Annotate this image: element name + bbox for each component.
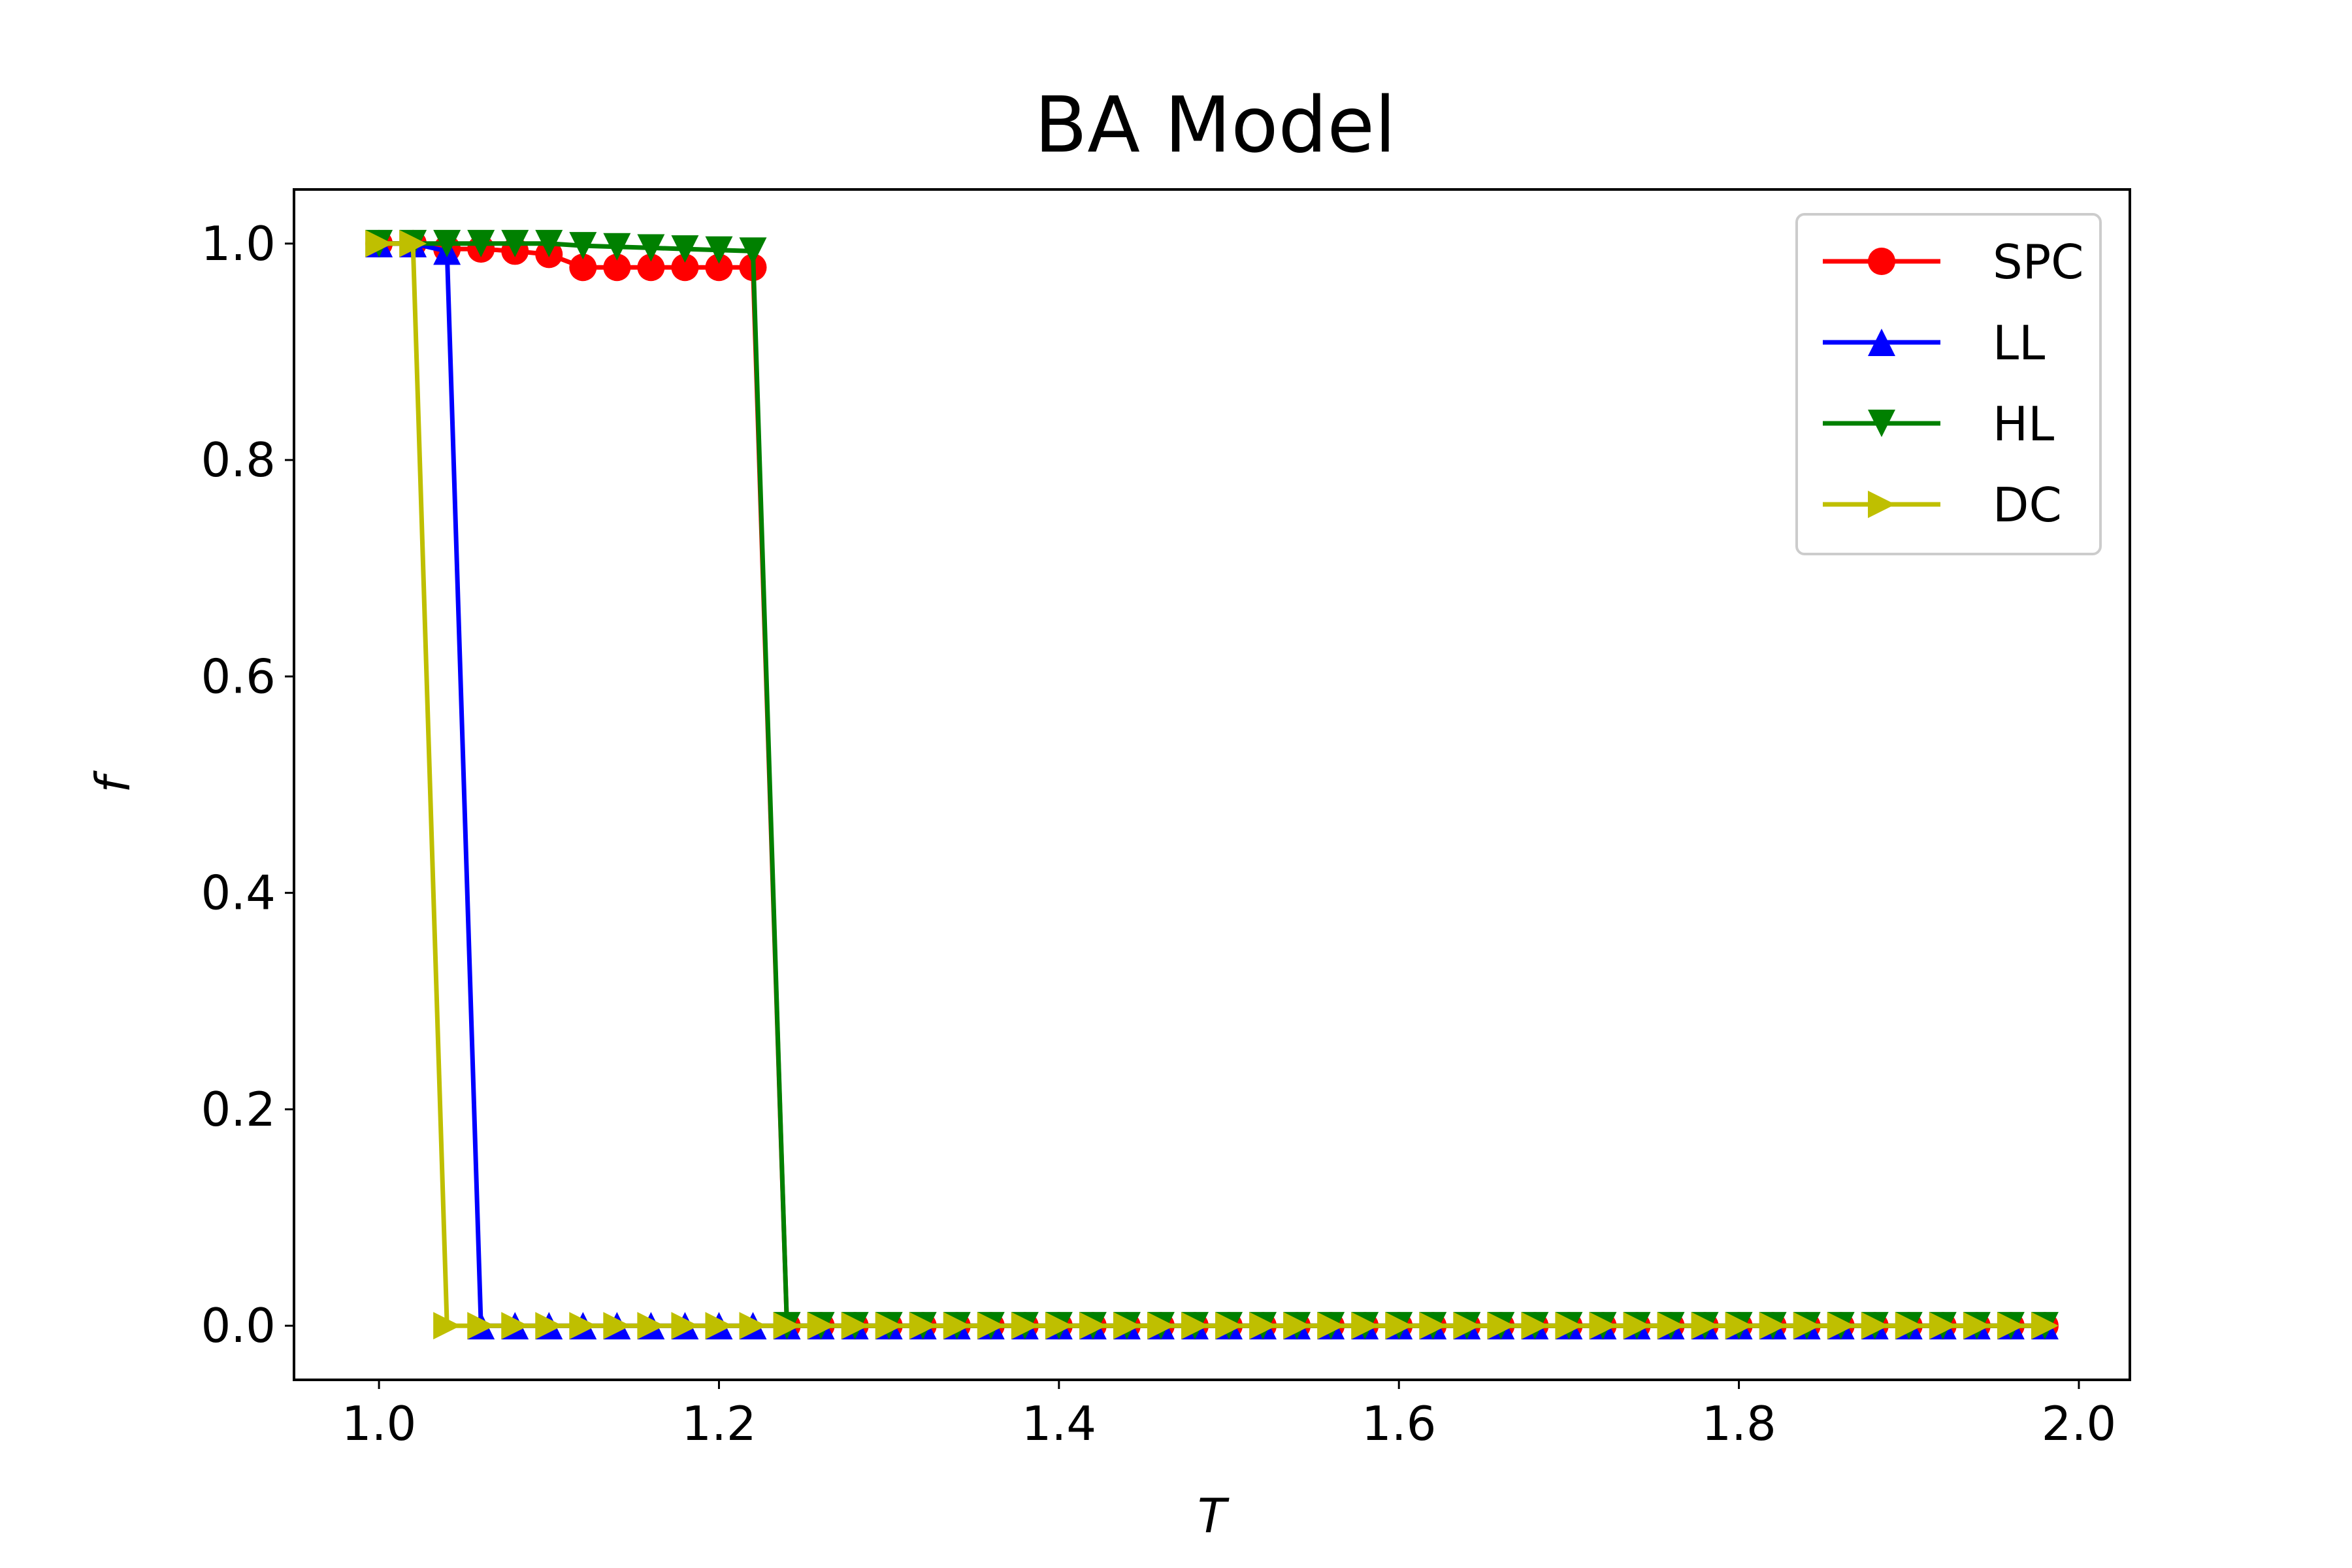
data-point-dc (1317, 1312, 1345, 1340)
data-point-dc (501, 1312, 529, 1340)
chart-title: BA Model (1034, 80, 1396, 170)
data-point-dc (1725, 1312, 1753, 1340)
legend-item-dc: DC (1823, 478, 2062, 532)
data-point-dc (1215, 1312, 1243, 1340)
legend-label-spc: SPC (1993, 235, 2083, 289)
x-tick-label: 1.6 (1362, 1396, 1437, 1451)
data-point-dc (365, 229, 393, 257)
data-point-hl (501, 229, 529, 257)
legend-item-hl: HL (1823, 397, 2054, 451)
data-point-dc (1521, 1312, 1549, 1340)
data-point-hl (467, 229, 495, 257)
data-point-dc (773, 1312, 801, 1340)
data-point-dc (1147, 1312, 1175, 1340)
data-point-hl (705, 236, 733, 264)
y-axis: 0.0 0.2 0.4 0.6 0.8 1.0 (201, 216, 294, 1353)
data-point-dc (1419, 1312, 1447, 1340)
data-point-dc (399, 229, 427, 257)
data-point-spc (637, 253, 665, 282)
data-point-hl (569, 232, 597, 260)
legend-label-dc: DC (1993, 478, 2062, 532)
y-tick-label: 0.2 (201, 1082, 276, 1137)
data-point-dc (467, 1312, 495, 1340)
series-dc (365, 229, 2059, 1340)
data-point-dc (535, 1312, 563, 1340)
legend-label-ll: LL (1993, 316, 2045, 370)
data-point-dc (1113, 1312, 1141, 1340)
data-point-dc (1793, 1312, 1821, 1340)
data-point-dc (637, 1312, 665, 1340)
data-point-dc (943, 1312, 971, 1340)
data-point-dc (977, 1312, 1005, 1340)
data-point-dc (1045, 1312, 1073, 1340)
data-point-hl (671, 235, 699, 263)
data-point-dc (1827, 1312, 1855, 1340)
data-point-hl (739, 237, 767, 265)
data-point-dc (1691, 1312, 1719, 1340)
data-point-dc (1759, 1312, 1787, 1340)
data-point-dc (1657, 1312, 1685, 1340)
x-tick-label: 1.0 (342, 1396, 417, 1451)
plot-area (365, 229, 2059, 1340)
legend-marker-dc (1868, 491, 1895, 518)
data-point-dc (1963, 1312, 1991, 1340)
data-point-dc (1487, 1312, 1515, 1340)
data-point-dc (1861, 1312, 1889, 1340)
data-point-dc (2031, 1312, 2059, 1340)
data-point-spc (671, 253, 699, 282)
data-point-spc (569, 253, 597, 282)
data-point-dc (807, 1312, 835, 1340)
x-axis-label: T (1198, 1488, 1230, 1543)
data-point-dc (433, 1312, 461, 1340)
data-point-hl (603, 233, 631, 261)
data-point-dc (1997, 1312, 2025, 1340)
data-point-dc (739, 1312, 767, 1340)
data-point-hl (433, 229, 461, 257)
x-tick-label: 2.0 (2042, 1396, 2117, 1451)
data-point-hl (535, 229, 563, 257)
data-point-dc (1181, 1312, 1209, 1340)
data-point-dc (875, 1312, 903, 1340)
y-tick-label: 0.6 (201, 649, 276, 704)
y-tick-label: 0.8 (201, 433, 276, 487)
data-point-spc (705, 253, 733, 282)
data-point-dc (569, 1312, 597, 1340)
legend-item-spc: SPC (1823, 235, 2083, 289)
data-point-dc (1589, 1312, 1617, 1340)
data-point-dc (1011, 1312, 1039, 1340)
data-point-dc (1453, 1312, 1481, 1340)
legend-label-hl: HL (1993, 397, 2054, 451)
legend: SPC LL HL DC (1795, 213, 2102, 555)
legend-box (1795, 213, 2102, 555)
legend-marker-ll (1868, 329, 1895, 356)
data-point-dc (603, 1312, 631, 1340)
data-point-dc (1555, 1312, 1583, 1340)
data-point-dc (705, 1312, 733, 1340)
data-point-dc (1895, 1312, 1923, 1340)
data-point-spc (603, 253, 631, 282)
data-point-dc (1079, 1312, 1107, 1340)
data-point-hl (637, 234, 665, 262)
x-tick-label: 1.4 (1022, 1396, 1097, 1451)
y-tick-label: 0.0 (201, 1298, 276, 1353)
legend-item-ll: LL (1823, 316, 2045, 370)
data-point-dc (1385, 1312, 1413, 1340)
legend-marker-spc (1868, 248, 1895, 275)
y-tick-label: 0.4 (201, 866, 276, 921)
data-point-dc (1351, 1312, 1379, 1340)
x-tick-label: 1.8 (1701, 1396, 1776, 1451)
data-point-dc (671, 1312, 699, 1340)
legend-marker-hl (1868, 410, 1895, 437)
y-tick-label: 1.0 (201, 216, 276, 271)
x-axis: 1.0 1.2 1.4 1.6 1.8 2.0 (342, 1380, 2116, 1451)
data-point-dc (909, 1312, 937, 1340)
x-tick-label: 1.2 (681, 1396, 757, 1451)
data-point-dc (1623, 1312, 1651, 1340)
data-point-dc (1249, 1312, 1277, 1340)
data-point-dc (1283, 1312, 1311, 1340)
data-point-dc (841, 1312, 869, 1340)
axes-frame (293, 188, 2131, 1381)
data-point-dc (1929, 1312, 1957, 1340)
